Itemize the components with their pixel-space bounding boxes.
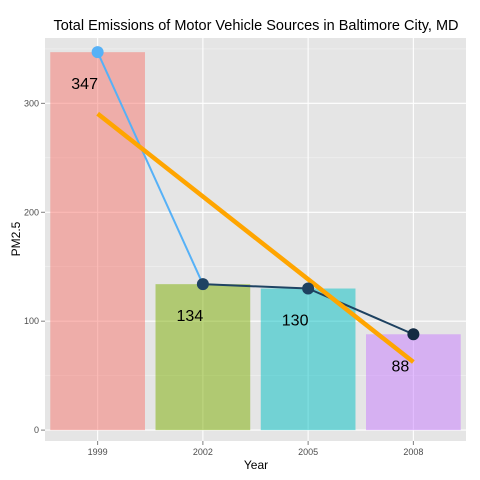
bar-2002	[155, 284, 251, 431]
bar-2005	[260, 288, 356, 431]
lines	[96, 51, 415, 364]
x-tick-label: 2005	[298, 447, 318, 457]
points	[91, 46, 420, 341]
point-2002	[196, 278, 209, 291]
x-tick-label: 2008	[403, 447, 423, 457]
y-tick-label: 0	[34, 425, 39, 435]
data-labels: 347 134 130 88	[71, 76, 409, 375]
x-tick-label: 1999	[88, 447, 108, 457]
data-label-2008: 88	[391, 358, 409, 375]
x-axis-title: Year	[244, 458, 268, 472]
y-tick-label: 300	[24, 98, 39, 108]
bar-1999	[50, 52, 145, 431]
chart-title: Total Emissions of Motor Vehicle Sources…	[53, 18, 458, 34]
bar-2008	[366, 334, 461, 431]
data-label-1999: 347	[71, 76, 98, 93]
series-line-segment	[96, 51, 204, 285]
point-2005	[302, 282, 315, 295]
point-1999	[91, 46, 104, 59]
axes: 0 100 200 300 1999 2002 2005 2008	[24, 98, 423, 457]
trend-line	[96, 111, 415, 364]
point-2008	[407, 328, 420, 341]
y-tick-label: 100	[24, 316, 39, 326]
y-tick-label: 200	[24, 207, 39, 217]
series-line-segment	[307, 287, 414, 336]
x-tick-label: 2002	[193, 447, 213, 457]
data-label-2005: 130	[282, 313, 309, 330]
y-axis-title: PM2.5	[9, 221, 23, 256]
data-label-2002: 134	[177, 308, 204, 325]
series-line-segment	[202, 283, 309, 290]
